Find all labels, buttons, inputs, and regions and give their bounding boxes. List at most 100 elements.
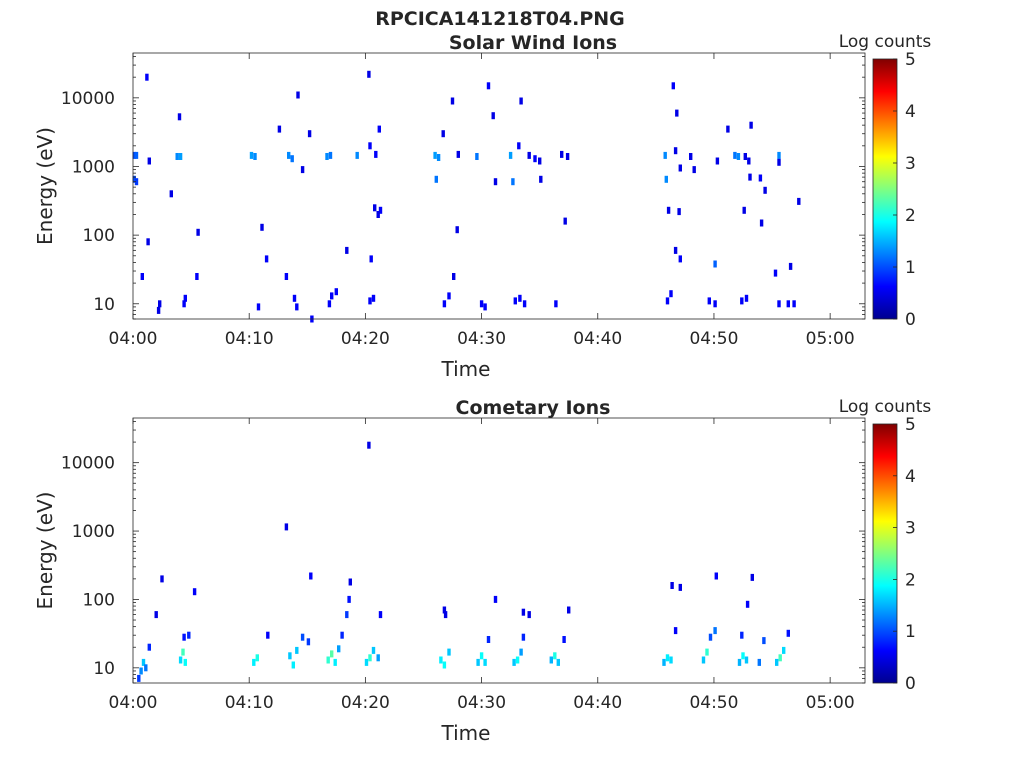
data-cell	[348, 578, 352, 586]
data-cell	[443, 611, 448, 619]
colorbar-tick-label: 4	[905, 102, 916, 122]
data-cell	[737, 658, 742, 666]
data-cell	[515, 656, 520, 664]
data-cell	[666, 206, 671, 214]
data-cell	[521, 608, 526, 616]
cometary-x-axis-label: Time	[441, 721, 491, 745]
data-cell	[455, 226, 459, 234]
data-cell	[442, 300, 447, 308]
data-cell	[326, 656, 330, 664]
colorbar-tick-label: 2	[905, 206, 916, 226]
data-cell	[742, 206, 746, 214]
data-cell	[368, 297, 372, 305]
x-tick-label: 04:40	[573, 329, 622, 349]
data-cell	[364, 658, 369, 666]
data-cell	[713, 627, 717, 635]
data-cell	[775, 658, 779, 666]
data-cell	[330, 650, 334, 658]
data-cell	[549, 656, 553, 664]
data-cell	[175, 153, 179, 160]
data-cell	[705, 648, 709, 656]
data-cell	[508, 151, 513, 159]
solar-wind-axes-frame	[132, 52, 866, 320]
data-cell	[713, 260, 717, 268]
y-tick-label: 10	[93, 295, 115, 315]
data-cell	[309, 572, 313, 580]
x-tick-label: 05:00	[806, 693, 855, 713]
data-cell	[740, 631, 744, 639]
data-cell	[367, 441, 371, 449]
solar-wind-colorbar	[872, 58, 898, 320]
data-cell	[183, 658, 187, 666]
data-cell	[669, 290, 673, 298]
data-cell	[491, 112, 495, 120]
data-cell	[713, 300, 717, 308]
data-cell	[677, 208, 681, 216]
data-cell	[252, 658, 256, 666]
data-cell	[522, 300, 527, 308]
data-cell	[743, 153, 747, 160]
solar-wind-colorbar-label: Log counts	[839, 32, 932, 52]
colorbar-tick-label: 0	[905, 310, 916, 330]
data-cell	[782, 646, 786, 654]
data-cell	[295, 303, 299, 311]
data-cell	[264, 255, 269, 263]
data-cell	[345, 611, 349, 619]
data-cell	[160, 575, 164, 583]
data-cell	[692, 166, 696, 174]
data-cell	[456, 150, 460, 158]
data-cell	[750, 573, 754, 581]
data-cell	[371, 294, 376, 302]
data-cell	[483, 303, 487, 311]
data-cell	[475, 153, 479, 160]
data-cell	[371, 646, 376, 654]
data-cell	[141, 658, 146, 666]
data-cell	[196, 228, 200, 236]
data-cell	[284, 273, 289, 280]
data-cell	[527, 611, 531, 619]
figure-title: RPCICA141218T04.PNG	[375, 8, 625, 30]
data-cell	[486, 82, 491, 90]
data-cell	[758, 174, 763, 182]
data-cell	[330, 292, 334, 300]
data-cell	[708, 633, 713, 641]
data-cell	[378, 206, 383, 214]
data-cell	[479, 652, 484, 660]
data-cell	[762, 637, 766, 645]
data-cell	[777, 300, 781, 308]
data-cell	[187, 631, 191, 639]
data-cell	[513, 297, 517, 305]
data-cell	[355, 151, 359, 159]
colorbar-tick-label: 4	[905, 467, 916, 487]
data-cell	[183, 294, 187, 302]
data-cell	[374, 150, 378, 158]
data-cell	[367, 70, 371, 78]
cometary-colorbar	[872, 423, 898, 684]
data-cell	[797, 197, 801, 205]
data-cell	[678, 164, 682, 172]
data-cell	[757, 658, 761, 666]
y-tick-label: 1000	[72, 157, 115, 177]
data-cell	[376, 654, 380, 662]
data-cell	[260, 223, 264, 231]
x-tick-label: 04:10	[225, 693, 274, 713]
data-cell	[563, 217, 567, 225]
data-cell	[296, 91, 300, 99]
data-cell	[328, 151, 333, 159]
data-cell	[442, 661, 447, 669]
cometary-cells	[137, 441, 790, 682]
data-cell	[538, 157, 542, 165]
colorbar-tick-label: 2	[905, 570, 916, 590]
data-cell	[300, 633, 305, 641]
data-cell	[156, 306, 161, 314]
cometary-y-axis-label: Energy (eV)	[33, 492, 57, 610]
data-cell	[707, 297, 711, 305]
data-cell	[749, 121, 753, 129]
x-tick-label: 04:50	[689, 329, 738, 349]
data-cell	[662, 658, 666, 666]
solar-wind-plot-area	[133, 53, 865, 319]
x-tick-label: 04:20	[341, 693, 390, 713]
y-tick-label: 100	[83, 590, 115, 610]
data-cell	[777, 158, 781, 166]
data-cell	[671, 82, 675, 90]
